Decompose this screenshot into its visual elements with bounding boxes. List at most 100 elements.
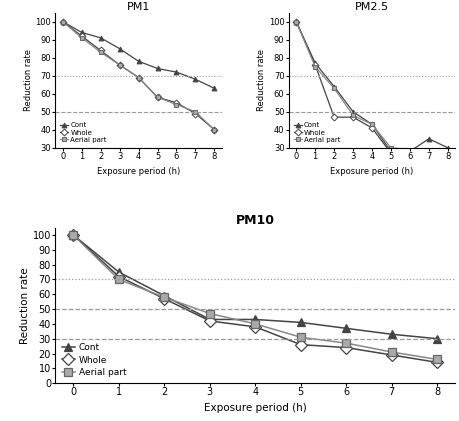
Cont: [406, 149, 412, 154]
Aerial part: [293, 19, 298, 24]
Whole: [343, 345, 348, 350]
Line: Aerial part: Aerial part: [293, 19, 449, 173]
Whole: [71, 232, 76, 237]
Line: Cont: Cont: [60, 19, 216, 91]
Whole: [135, 75, 141, 80]
Aerial part: [211, 127, 217, 132]
Whole: [425, 162, 431, 167]
Whole: [388, 352, 394, 357]
Cont: [252, 317, 257, 322]
X-axis label: Exposure period (h): Exposure period (h): [330, 166, 413, 176]
Aerial part: [433, 357, 439, 362]
Aerial part: [388, 349, 394, 354]
Legend: Cont, Whole, Aerial part: Cont, Whole, Aerial part: [291, 121, 341, 144]
Whole: [60, 19, 65, 24]
Aerial part: [71, 232, 76, 237]
Whole: [192, 111, 198, 116]
Whole: [207, 318, 212, 323]
Whole: [154, 95, 160, 100]
Cont: [211, 86, 217, 91]
Aerial part: [252, 321, 257, 326]
Cont: [350, 109, 355, 114]
Cont: [343, 326, 348, 331]
Whole: [174, 100, 179, 105]
Line: Aerial part: Aerial part: [69, 231, 441, 364]
Line: Cont: Cont: [293, 19, 449, 154]
Y-axis label: Reduction rate: Reduction rate: [20, 267, 30, 344]
Aerial part: [135, 75, 141, 80]
Title: PM10: PM10: [235, 213, 274, 226]
Cont: [154, 66, 160, 71]
Whole: [211, 127, 217, 132]
Cont: [116, 269, 121, 274]
Whole: [369, 125, 374, 131]
Whole: [116, 274, 121, 279]
Aerial part: [444, 169, 450, 174]
Whole: [330, 115, 336, 120]
Whole: [433, 360, 439, 365]
Cont: [207, 317, 212, 322]
Whole: [387, 151, 393, 156]
Whole: [293, 19, 298, 24]
Cont: [135, 59, 141, 64]
Aerial part: [387, 145, 393, 150]
Y-axis label: Reduction rate: Reduction rate: [257, 49, 265, 111]
Cont: [79, 30, 84, 35]
Whole: [406, 152, 412, 157]
Legend: Cont, Whole, Aerial part: Cont, Whole, Aerial part: [60, 342, 128, 378]
Line: Cont: Cont: [69, 231, 441, 343]
Cont: [161, 293, 167, 298]
Aerial part: [161, 295, 167, 300]
Cont: [444, 145, 450, 150]
Aerial part: [116, 277, 121, 282]
Aerial part: [330, 86, 336, 91]
Aerial part: [154, 95, 160, 100]
Line: Whole: Whole: [293, 19, 449, 176]
Aerial part: [98, 50, 103, 55]
Whole: [297, 342, 303, 347]
Cont: [71, 232, 76, 237]
Line: Whole: Whole: [69, 231, 441, 367]
Whole: [161, 296, 167, 301]
Cont: [369, 122, 374, 127]
Aerial part: [117, 62, 122, 67]
Aerial part: [343, 341, 348, 346]
Cont: [98, 35, 103, 40]
Y-axis label: Reduction rate: Reduction rate: [23, 49, 33, 111]
Aerial part: [297, 335, 303, 340]
Cont: [388, 332, 394, 337]
Aerial part: [350, 113, 355, 118]
Aerial part: [207, 311, 212, 316]
Whole: [98, 48, 103, 53]
X-axis label: Exposure period (h): Exposure period (h): [203, 403, 306, 413]
Aerial part: [369, 122, 374, 127]
Whole: [117, 62, 122, 67]
Aerial part: [174, 102, 179, 107]
Cont: [387, 149, 393, 154]
Aerial part: [425, 160, 431, 165]
Cont: [433, 336, 439, 341]
Aerial part: [406, 147, 412, 152]
Title: PM2.5: PM2.5: [354, 2, 388, 12]
Cont: [60, 19, 65, 24]
Cont: [293, 19, 298, 24]
Whole: [312, 62, 317, 67]
Aerial part: [312, 64, 317, 69]
Whole: [252, 324, 257, 329]
Cont: [174, 69, 179, 75]
Whole: [79, 34, 84, 39]
Cont: [297, 320, 303, 325]
Cont: [312, 61, 317, 66]
Cont: [192, 77, 198, 82]
Cont: [330, 84, 336, 89]
Aerial part: [60, 19, 65, 24]
Aerial part: [192, 109, 198, 114]
Cont: [117, 46, 122, 51]
Title: PM1: PM1: [127, 2, 150, 12]
Whole: [350, 115, 355, 120]
Aerial part: [79, 35, 84, 40]
X-axis label: Exposure period (h): Exposure period (h): [97, 166, 180, 176]
Whole: [444, 171, 450, 176]
Cont: [425, 136, 431, 141]
Line: Whole: Whole: [60, 19, 216, 132]
